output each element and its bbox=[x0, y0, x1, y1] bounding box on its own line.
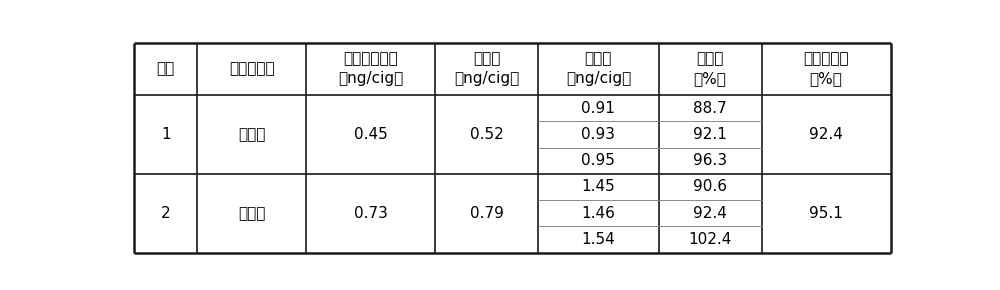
Text: 92.4: 92.4 bbox=[693, 206, 727, 221]
Text: 0.79: 0.79 bbox=[470, 206, 504, 221]
Text: 五价砷: 五价砷 bbox=[238, 206, 265, 221]
Text: 90.6: 90.6 bbox=[693, 180, 727, 194]
Text: 序号: 序号 bbox=[157, 61, 175, 76]
Text: 测定量
（ng/cig）: 测定量 （ng/cig） bbox=[566, 51, 631, 86]
Text: 95.1: 95.1 bbox=[809, 206, 843, 221]
Text: 1.46: 1.46 bbox=[581, 206, 615, 221]
Text: 0.45: 0.45 bbox=[354, 127, 388, 142]
Text: 1.45: 1.45 bbox=[582, 180, 615, 194]
Text: 回收率
（%）: 回收率 （%） bbox=[694, 51, 727, 86]
Text: 三价砷: 三价砷 bbox=[238, 127, 265, 142]
Text: 1: 1 bbox=[161, 127, 171, 142]
Text: 0.52: 0.52 bbox=[470, 127, 504, 142]
Text: 0.95: 0.95 bbox=[581, 153, 615, 168]
Text: 96.3: 96.3 bbox=[693, 153, 727, 168]
Text: 1.54: 1.54 bbox=[582, 232, 615, 247]
Text: 102.4: 102.4 bbox=[688, 232, 732, 247]
Text: 88.7: 88.7 bbox=[693, 101, 727, 116]
Text: 0.93: 0.93 bbox=[581, 127, 615, 142]
Text: 0.91: 0.91 bbox=[581, 101, 615, 116]
Text: 平均回收率
（%）: 平均回收率 （%） bbox=[803, 51, 849, 86]
Text: 化合物名称: 化合物名称 bbox=[229, 61, 274, 76]
Text: 92.4: 92.4 bbox=[809, 127, 843, 142]
Text: 加入量
（ng/cig）: 加入量 （ng/cig） bbox=[454, 51, 519, 86]
Text: 2: 2 bbox=[161, 206, 171, 221]
Text: 实际样品含量
（ng/cig）: 实际样品含量 （ng/cig） bbox=[338, 51, 403, 86]
Text: 92.1: 92.1 bbox=[693, 127, 727, 142]
Text: 0.73: 0.73 bbox=[354, 206, 388, 221]
